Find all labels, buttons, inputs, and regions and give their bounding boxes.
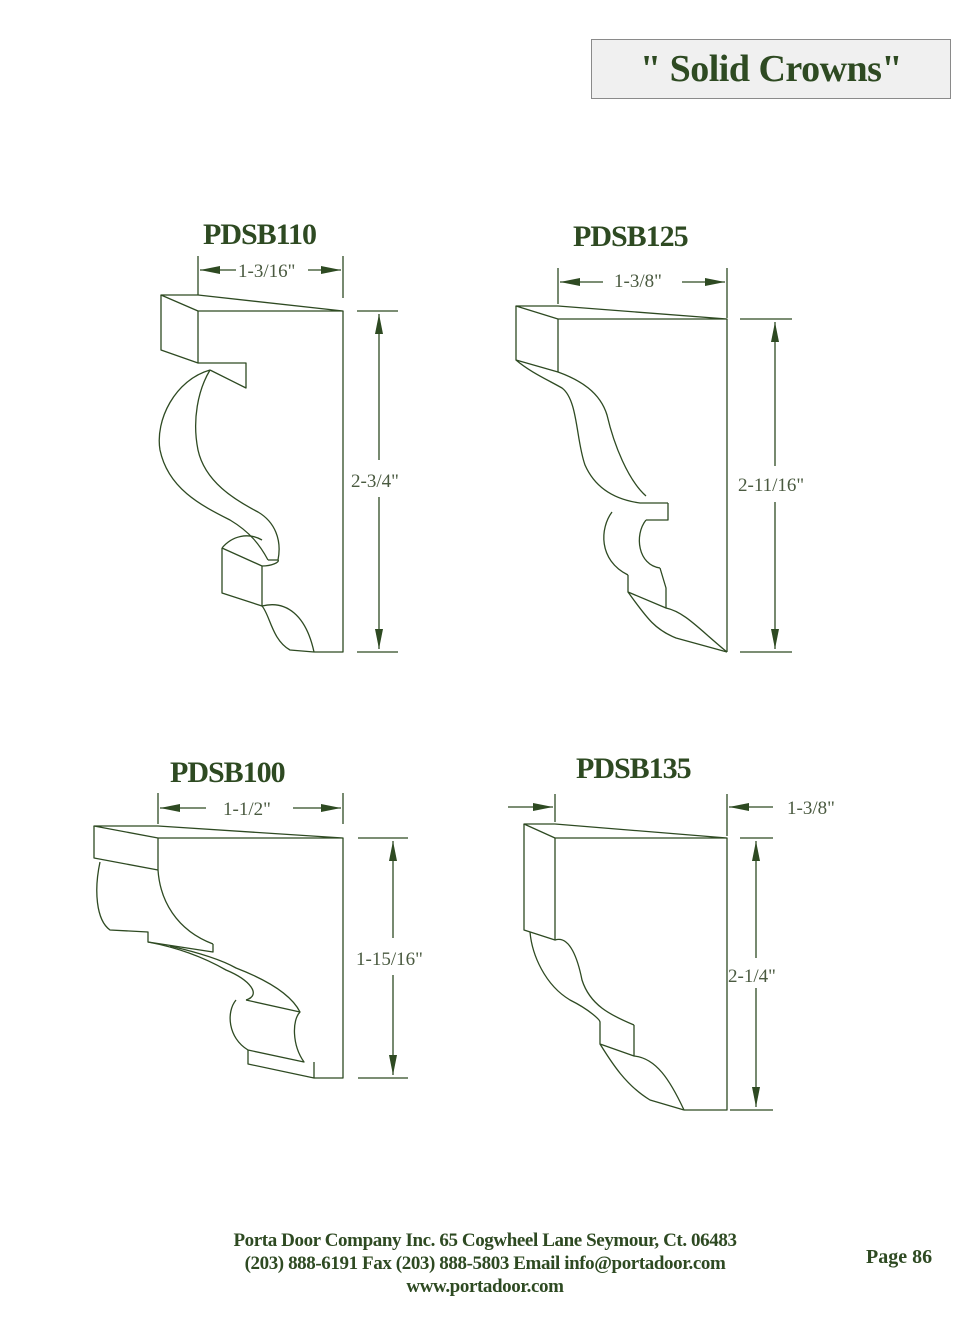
model-label-pdsb135: PDSB135	[576, 752, 691, 785]
dimension-height-pdsb100: 1-15/16"	[356, 949, 423, 970]
page-number: Page 86	[866, 1246, 933, 1268]
page-title-box: " Solid Crowns"	[591, 39, 951, 99]
dimension-width-pdsb125: 1-3/8"	[614, 271, 662, 292]
footer-website[interactable]: www.portadoor.com	[406, 1276, 564, 1297]
model-label-pdsb125: PDSB125	[573, 220, 688, 253]
model-label-pdsb110: PDSB110	[203, 218, 316, 251]
dimension-width-pdsb100: 1-1/2"	[223, 799, 271, 820]
profile-pdsb100-drawing	[93, 793, 408, 1079]
footer-address: Porta Door Company Inc. 65 Cogwheel Lane…	[233, 1230, 737, 1251]
dimension-height-pdsb125: 2-11/16"	[738, 475, 804, 496]
model-label-pdsb100: PDSB100	[170, 756, 285, 789]
dimension-width-pdsb110: 1-3/16"	[238, 261, 295, 282]
dimension-width-pdsb135: 1-3/8"	[787, 798, 835, 819]
dimension-height-pdsb135: 2-1/4"	[728, 966, 776, 987]
footer-phone-email[interactable]: (203) 888-6191 Fax (203) 888-5803 Email …	[244, 1253, 726, 1274]
dimension-height-pdsb110: 2-3/4"	[351, 471, 399, 492]
footer-contact: Porta Door Company Inc. 65 Cogwheel Lane…	[150, 1229, 820, 1298]
profile-pdsb135-drawing	[508, 794, 773, 1111]
profile-pdsb125-drawing	[515, 268, 792, 653]
page-title: " Solid Crowns"	[639, 48, 903, 90]
profile-pdsb110-drawing	[158, 256, 398, 653]
